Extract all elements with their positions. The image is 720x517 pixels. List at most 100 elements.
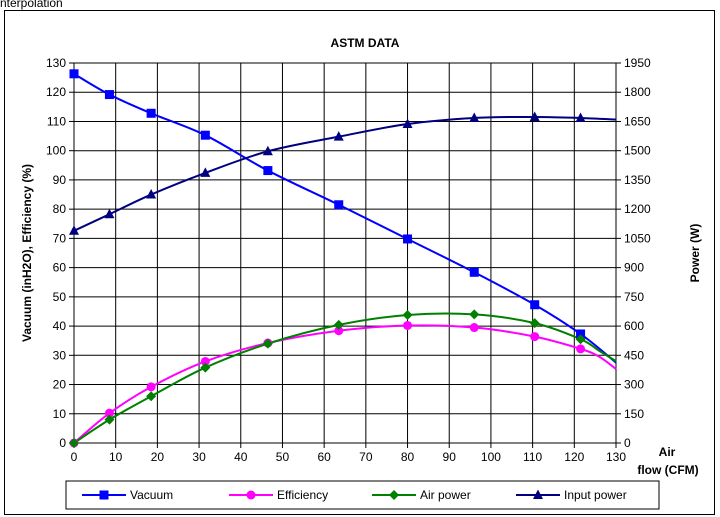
- y-axis-label: Vacuum (inH2O), Efficiency (%): [20, 164, 34, 342]
- y2-tick-label: 0: [624, 436, 631, 450]
- data-point-air-power: [402, 309, 413, 320]
- y2-axis-ticks: 0 150 300 450 600 750 900 1050 1200 1350 1500 1650 1…: [616, 56, 651, 450]
- data-point-vacuum: [334, 200, 344, 210]
- astm-chart: ASTM DATA 0 10 20 30 40 50 60 70 80 90 100 110 120 13…: [20, 36, 702, 510]
- y-tick-label: 50: [53, 290, 67, 304]
- y2-tick-label: 450: [624, 348, 644, 362]
- data-point-air-power: [146, 391, 157, 402]
- data-point-input-power: [529, 111, 540, 121]
- y-tick-label: 30: [53, 348, 67, 362]
- x-tick-label: 120: [564, 450, 584, 464]
- data-point-vacuum: [403, 234, 413, 244]
- y-tick-label: 60: [53, 261, 67, 275]
- x-tick-label: 110: [523, 450, 542, 464]
- data-point-efficiency: [146, 382, 156, 392]
- data-point-input-power: [146, 189, 157, 199]
- legend-marker-input-power: [533, 489, 543, 499]
- data-point-air-power: [333, 319, 344, 330]
- series-markers: [69, 69, 586, 448]
- data-point-vacuum: [530, 300, 540, 310]
- y2-tick-label: 1650: [624, 114, 651, 128]
- data-point-air-power: [104, 414, 115, 425]
- y2-tick-label: 1200: [624, 202, 651, 216]
- y-axis-ticks: 0 10 20 30 40 50 60 70 80 90 100 110 120 130: [46, 56, 74, 450]
- y2-axis-label: Power (W): [688, 224, 702, 283]
- y2-tick-label: 300: [624, 378, 644, 392]
- data-point-vacuum: [576, 329, 586, 339]
- data-point-input-power: [575, 112, 586, 122]
- y2-tick-label: 1950: [624, 56, 651, 70]
- data-point-air-power: [69, 438, 79, 448]
- x-axis-label-line1: Air: [659, 445, 676, 459]
- plot-border: [73, 62, 617, 444]
- data-point-vacuum: [146, 108, 156, 118]
- y2-tick-label: 1050: [624, 231, 651, 245]
- y-tick-label: 10: [53, 407, 67, 421]
- y-tick-label: 80: [53, 202, 67, 216]
- data-point-input-power: [402, 118, 413, 128]
- y-tick-label: 100: [46, 144, 66, 158]
- y2-tick-label: 900: [624, 261, 644, 275]
- legend-marker-air-power: [389, 490, 399, 500]
- y-tick-label: 40: [53, 319, 67, 333]
- y2-tick-label: 1350: [624, 173, 651, 187]
- y2-tick-label: 150: [624, 407, 644, 421]
- y2-tick-label: 1800: [624, 85, 651, 99]
- legend-marker-efficiency: [246, 490, 256, 500]
- y-tick-label: 110: [47, 114, 66, 128]
- chart-title: ASTM DATA: [331, 36, 400, 50]
- data-point-air-power: [529, 318, 540, 329]
- data-point-efficiency: [469, 323, 479, 333]
- legend-marker-vacuum: [99, 490, 109, 500]
- x-tick-label: 90: [443, 450, 457, 464]
- data-point-vacuum: [200, 130, 210, 140]
- data-point-efficiency: [104, 408, 114, 418]
- data-point-input-power: [469, 112, 480, 122]
- y-tick-label: 90: [53, 173, 67, 187]
- y2-tick-label: 750: [624, 290, 644, 304]
- y-tick-label: 0: [59, 436, 66, 450]
- legend-label-efficiency: Efficiency: [277, 488, 328, 502]
- y-tick-label: 20: [53, 378, 67, 392]
- data-point-air-power: [262, 338, 273, 349]
- data-point-efficiency: [576, 344, 586, 354]
- data-point-input-power: [200, 167, 211, 177]
- y-tick-label: 120: [46, 85, 66, 99]
- data-point-air-power: [200, 362, 211, 373]
- x-axis-ticks: 0 10 20 30 40 50 60 70 80 90 100 110 120 130: [71, 443, 626, 464]
- y2-tick-label: 1500: [624, 144, 651, 158]
- chart-caption: nterpolation: [0, 0, 63, 10]
- data-point-input-power: [333, 131, 344, 141]
- x-tick-label: 100: [481, 450, 501, 464]
- data-point-vacuum: [263, 166, 273, 176]
- chart-area: ASTM DATA 0 10 20 30 40 50 60 70 80 90 100 110 120 13…: [4, 10, 715, 515]
- gridlines: [74, 63, 616, 443]
- data-point-efficiency: [200, 356, 210, 366]
- y2-tick-label: 600: [624, 319, 644, 333]
- x-axis-label-line2: flow (CFM): [637, 463, 698, 477]
- data-point-efficiency: [334, 326, 344, 336]
- x-tick-label: 30: [192, 450, 206, 464]
- legend-label-air-power: Air power: [420, 488, 471, 502]
- data-point-efficiency: [530, 332, 540, 342]
- data-point-vacuum: [469, 267, 479, 277]
- x-tick-label: 40: [234, 450, 248, 464]
- x-tick-label: 50: [276, 450, 290, 464]
- y-tick-label: 70: [53, 231, 67, 245]
- x-tick-label: 20: [151, 450, 165, 464]
- x-tick-label: 0: [71, 450, 78, 464]
- data-point-air-power: [575, 334, 586, 345]
- y-tick-label: 130: [46, 56, 66, 70]
- legend-box: [65, 480, 660, 510]
- data-point-vacuum: [69, 69, 79, 79]
- data-point-efficiency: [403, 320, 413, 330]
- data-point-vacuum: [104, 90, 114, 100]
- legend: Vacuum Efficiency Air power Input power: [65, 480, 660, 510]
- x-tick-label: 70: [359, 450, 373, 464]
- data-point-input-power: [262, 145, 273, 156]
- x-tick-label: 60: [317, 450, 331, 464]
- data-point-air-power: [469, 309, 480, 320]
- data-point-input-power: [104, 208, 115, 219]
- legend-label-input-power: Input power: [564, 488, 627, 502]
- x-tick-label: 80: [401, 450, 415, 464]
